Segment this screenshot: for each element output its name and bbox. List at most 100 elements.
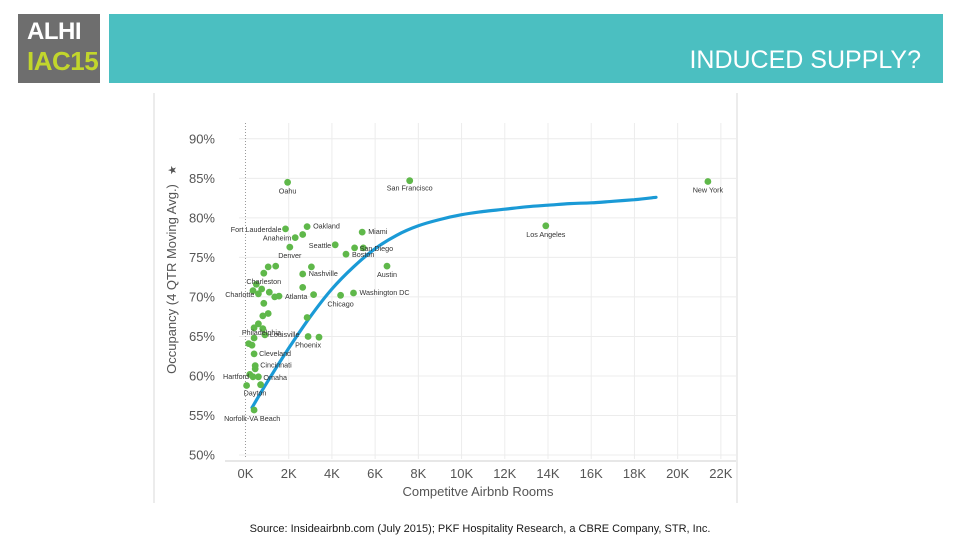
point-label: Atlanta [285, 292, 307, 301]
data-point [246, 371, 254, 378]
x-tick-label: 18K [623, 466, 646, 481]
x-tick-label: 12K [493, 466, 516, 481]
x-tick-label: 10K [450, 466, 473, 481]
x-axis-title: Competitve Airbnb Rooms [402, 484, 554, 499]
logo-line-2: IAC15 [27, 46, 99, 76]
data-point [252, 280, 260, 288]
data-point [359, 244, 367, 252]
data-point [304, 333, 312, 340]
data-point [260, 299, 268, 307]
point-label: Seattle [309, 241, 331, 250]
data-point [250, 406, 258, 414]
point-label: Phoenix [295, 341, 321, 350]
data-point [331, 241, 339, 249]
data-point [337, 291, 344, 299]
point-label: Austin [377, 270, 397, 279]
data-point [342, 250, 350, 258]
point-label: Denver [278, 251, 302, 260]
data-point [271, 293, 279, 301]
point-label: Hartford [223, 372, 249, 381]
data-point [351, 244, 358, 252]
data-point [704, 178, 712, 185]
point-label: Cincinnati [260, 361, 292, 370]
data-point [250, 350, 258, 358]
header-banner: INDUCED SUPPLY? [109, 14, 943, 83]
y-tick-label: 75% [189, 250, 215, 265]
point-label: Fort Lauderdale [231, 225, 282, 234]
data-point [286, 243, 294, 251]
data-point [542, 222, 550, 230]
chart-svg: 50% 55% 60% 65% 70% 75% 80% 85% 90% 0K 2K 4K 6K 8K 10K… [153, 93, 738, 503]
data-point [272, 262, 280, 270]
data-point [308, 263, 315, 271]
source-note: Source: Insideairbnb.com (July 2015); PK… [249, 523, 711, 535]
data-point [264, 263, 272, 271]
data-point [255, 320, 262, 328]
data-point [243, 382, 250, 389]
data-point [255, 373, 262, 381]
x-tick-label: 8K [410, 466, 426, 481]
data-point [303, 314, 311, 321]
data-point [248, 341, 256, 349]
trend-layer [250, 195, 658, 410]
x-tick-label: 22K [709, 466, 732, 481]
y-tick-label: 50% [189, 448, 215, 463]
data-point [261, 331, 269, 339]
point-label: Omaha [263, 373, 287, 382]
data-point [250, 324, 258, 332]
trend-line [250, 195, 658, 410]
data-point [299, 231, 307, 238]
point-label: San Francisco [387, 184, 433, 193]
data-point [303, 223, 311, 231]
x-tick-label: 4K [324, 466, 340, 481]
y-tick-label: 85% [189, 171, 215, 186]
data-point [291, 234, 299, 242]
point-label: Norfolk-VA Beach [224, 414, 280, 423]
data-point [257, 381, 264, 389]
scatter-chart: 50% 55% 60% 65% 70% 75% 80% 85% 90% 0K 2K 4K 6K 8K 10K… [153, 93, 738, 503]
data-point [406, 177, 414, 185]
y-axis-title: Occupancy (4 QTR Moving Avg.) [164, 184, 179, 374]
x-tick-label: 0K [238, 466, 254, 481]
point-label: Philadelphia [242, 328, 281, 337]
data-point [259, 312, 267, 320]
data-point [310, 291, 317, 298]
point-label: Oahu [279, 186, 297, 195]
data-point [284, 178, 291, 186]
logo-line-1: ALHI [27, 18, 82, 45]
data-point [259, 325, 267, 332]
data-point [350, 289, 357, 297]
point-label: San Diego [360, 244, 394, 253]
point-label: Dayton [244, 389, 267, 398]
data-point [358, 228, 366, 236]
point-label: Washington DC [360, 288, 410, 297]
data-point [265, 288, 273, 296]
point-label: Chicago [327, 299, 353, 308]
point-label: Charleston [246, 277, 281, 286]
data-point [251, 365, 259, 373]
x-tick-label: 20K [666, 466, 689, 481]
y-tick-label: 55% [189, 408, 215, 423]
point-label: Boston [352, 250, 374, 259]
y-tick-label: 65% [189, 329, 215, 344]
chart-background [153, 93, 738, 503]
x-tick-label: 6K [367, 466, 383, 481]
y-tick-label: 60% [189, 368, 215, 383]
point-label: Oakland [313, 222, 340, 231]
y-tick-label: 80% [189, 210, 215, 225]
point-label: Louisville [270, 330, 300, 339]
point-label: Cleveland [259, 349, 291, 358]
data-point [299, 270, 307, 278]
point-label: Anaheim [263, 234, 291, 243]
data-point [249, 287, 257, 294]
logo: ALHI IAC15 [18, 14, 100, 83]
sort-icon: ★ [166, 165, 179, 175]
data-point [255, 290, 262, 298]
x-tick-label: 14K [536, 466, 559, 481]
data-point [282, 225, 289, 233]
data-point [299, 284, 307, 291]
data-point [383, 262, 391, 270]
data-point [315, 333, 323, 341]
point-label: Nashville [309, 269, 338, 278]
point-label: Miami [368, 227, 388, 236]
